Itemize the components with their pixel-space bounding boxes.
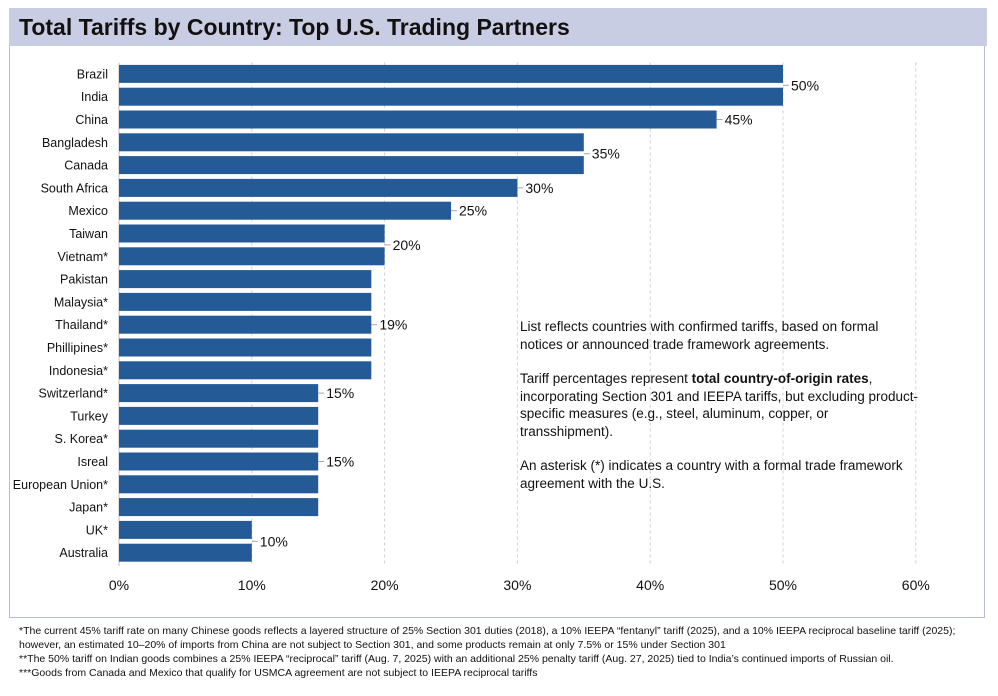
bar-india — [119, 87, 783, 106]
note-text: Tariff percentages represent — [520, 371, 692, 386]
tariff-bar-chart: Brazil India China Bangladesh Canada South Af… — [13, 62, 930, 593]
bar-turkey — [119, 406, 319, 425]
category-label: Thailand* — [55, 318, 108, 332]
bar-indonesia — [119, 361, 372, 380]
category-label: Pakistan — [60, 273, 108, 287]
data-label: 50% — [791, 77, 819, 93]
title-bar: Total Tariffs by Country: Top U.S. Tradi… — [9, 8, 987, 46]
bar-uk — [119, 520, 252, 539]
data-label: 15% — [326, 454, 354, 470]
bar-s-korea — [119, 429, 319, 448]
footnote-usmca: ***Goods from Canada and Mexico that qua… — [19, 667, 538, 679]
footnote-china: *The current 45% tariff rate on many Chi… — [19, 625, 956, 651]
note-bold-text: total country-of-origin rates — [691, 371, 869, 386]
data-label: 10% — [260, 533, 288, 549]
chart-title: Total Tariffs by Country: Top U.S. Tradi… — [19, 14, 570, 40]
category-label: Japan* — [69, 501, 108, 515]
x-tick-label: 20% — [371, 577, 399, 593]
chart-frame — [9, 46, 985, 618]
category-label: Switzerland* — [39, 387, 109, 401]
bar-japan — [119, 498, 319, 517]
category-label: Taiwan — [69, 227, 108, 241]
footnotes: *The current 45% tariff rate on many Chi… — [19, 624, 979, 680]
bar-taiwan — [119, 224, 385, 243]
category-label: Isreal — [77, 455, 108, 469]
note-confirmed-tariffs: List reflects countries with confirmed t… — [520, 319, 879, 352]
category-label: Mexico — [68, 204, 108, 218]
footnote-india: **The 50% tariff on Indian goods combine… — [19, 653, 894, 665]
note-asterisk: An asterisk (*) indicates a country with… — [520, 458, 903, 491]
x-tick-label: 10% — [238, 577, 266, 593]
bar-mexico — [119, 201, 451, 220]
category-label: Malaysia* — [54, 295, 108, 309]
chart-notes: List reflects countries with confirmed t… — [520, 318, 920, 509]
bar-isreal — [119, 452, 319, 471]
x-tick-label: 0% — [109, 577, 129, 593]
x-tick-label: 50% — [769, 577, 797, 593]
bar-bangladesh — [119, 133, 584, 152]
data-label: 25% — [459, 203, 487, 219]
data-label: 20% — [393, 237, 421, 253]
note-text: , incorporating Section 301 and IEEPA ta… — [520, 371, 918, 439]
data-label: 35% — [592, 146, 620, 162]
category-label: Brazil — [77, 67, 108, 81]
category-label: Phillipines* — [47, 341, 108, 355]
bar-pakistan — [119, 270, 372, 289]
bar-brazil — [119, 64, 783, 83]
x-tick-label: 60% — [902, 577, 930, 593]
bar-vietnam — [119, 247, 385, 266]
category-label: India — [81, 90, 108, 104]
data-label: 15% — [326, 385, 354, 401]
bar-china — [119, 110, 717, 129]
category-label: S. Korea* — [54, 432, 108, 446]
data-label: 45% — [725, 112, 753, 128]
category-label: Vietnam* — [58, 250, 109, 264]
x-tick-label: 40% — [636, 577, 664, 593]
category-label: Canada — [64, 159, 108, 173]
x-tick-label: 30% — [503, 577, 531, 593]
data-label: 30% — [525, 180, 553, 196]
bar-australia — [119, 543, 252, 562]
note-tariff-percentages: Tariff percentages represent total count… — [520, 370, 920, 440]
bar-malaysia — [119, 292, 372, 311]
category-label: Indonesia* — [49, 364, 108, 378]
bar-thailand — [119, 315, 372, 334]
data-label: 19% — [379, 317, 407, 333]
category-label: Bangladesh — [42, 136, 108, 150]
category-label: Turkey — [70, 409, 108, 423]
category-label: South Africa — [41, 181, 108, 195]
category-label: Australia — [59, 546, 108, 560]
category-label: UK* — [86, 523, 108, 537]
category-label: European Union* — [13, 478, 108, 492]
bar-south-africa — [119, 178, 518, 197]
bar-switzerland — [119, 384, 319, 403]
bar-canada — [119, 156, 584, 175]
category-label: China — [75, 113, 108, 127]
bar-european-union — [119, 475, 319, 494]
bar-phillipines — [119, 338, 372, 357]
